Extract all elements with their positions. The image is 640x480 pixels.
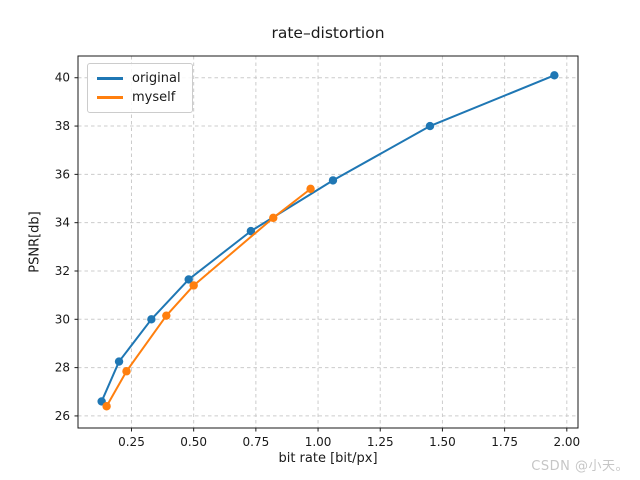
legend-label-myself: myself [132, 90, 176, 105]
legend-label-original: original [132, 71, 181, 86]
tick-labels: 0.25 0.50 0.75 1.00 1.25 1.50 1.75 2.00 26 28 30 32… [55, 71, 580, 449]
x-axis-label: bit rate [bit/px] [278, 451, 378, 466]
legend: original myself [87, 63, 193, 113]
legend-line-sample-original [97, 77, 123, 80]
axes-spines [77, 55, 579, 429]
svg-text:34: 34 [55, 216, 70, 230]
series-original-line [100, 74, 556, 403]
series-myself-line [105, 187, 312, 408]
legend-entry-original: original [97, 69, 184, 88]
svg-text:2.00: 2.00 [553, 435, 580, 449]
svg-text:30: 30 [55, 312, 70, 326]
svg-text:1.75: 1.75 [491, 435, 518, 449]
chart-title: rate–distortion [271, 24, 385, 42]
svg-text:26: 26 [55, 409, 70, 423]
gridlines [78, 56, 578, 428]
watermark: CSDN @小天。 [531, 459, 629, 474]
svg-text:0.75: 0.75 [243, 435, 270, 449]
svg-text:28: 28 [55, 361, 70, 375]
svg-text:0.25: 0.25 [118, 435, 145, 449]
legend-entry-myself: myself [97, 88, 184, 107]
svg-text:40: 40 [55, 71, 70, 85]
svg-text:38: 38 [55, 119, 70, 133]
series-original-markers [97, 71, 559, 406]
svg-text:1.25: 1.25 [367, 435, 394, 449]
y-axis-label: PSNR[db] [27, 211, 43, 273]
axis-ticks [74, 77, 568, 432]
svg-text:1.00: 1.00 [305, 435, 332, 449]
svg-text:32: 32 [55, 264, 70, 278]
series-myself-markers [102, 184, 315, 411]
legend-line-sample-myself [97, 96, 123, 99]
svg-text:0.50: 0.50 [180, 435, 207, 449]
svg-text:1.50: 1.50 [429, 435, 456, 449]
svg-text:36: 36 [55, 167, 70, 181]
